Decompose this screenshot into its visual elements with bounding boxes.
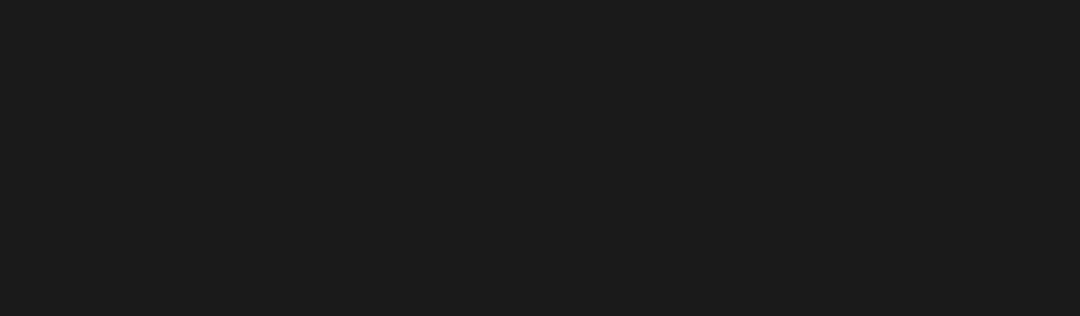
Text: −: − [762, 227, 778, 244]
Text: $\mathbf{I_1}$: $\mathbf{I_1}$ [292, 55, 306, 74]
Text: s: s [391, 112, 401, 128]
Text: +: + [764, 95, 778, 113]
Text: 1: 1 [623, 139, 634, 155]
Text: $\mathbf{V_2}$: $\mathbf{V_2}$ [808, 157, 829, 178]
Text: 1- Obtain the ABCD parameters for the circuit in Fig. 1.: 1- Obtain the ABCD parameters for the ci… [248, 9, 832, 28]
Text: $\mathbf{V_1}$: $\mathbf{V_1}$ [251, 157, 272, 178]
Text: +: + [302, 95, 316, 113]
Text: −: − [302, 227, 318, 244]
Text: s: s [568, 112, 577, 128]
Text: 1: 1 [437, 139, 448, 155]
Text: Figure 1: Figure 1 [504, 295, 576, 310]
Text: $\mathbf{I_2}$: $\mathbf{I_2}$ [654, 55, 669, 74]
